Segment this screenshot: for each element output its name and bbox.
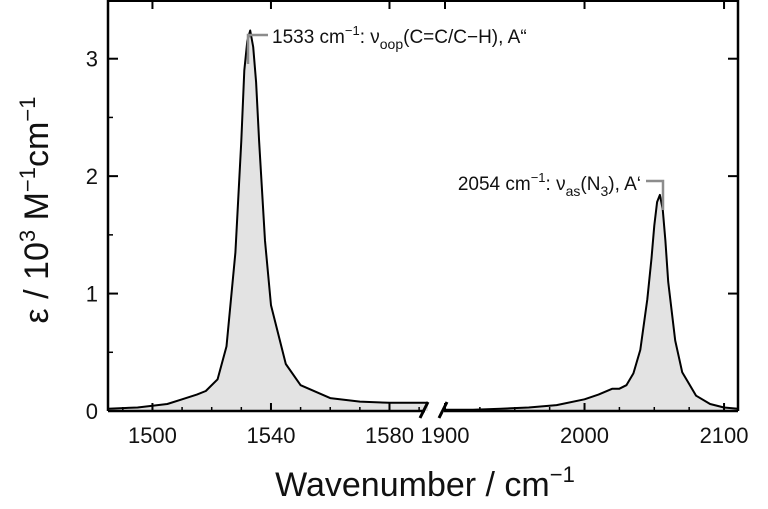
annotation-1533: 1533 cm−1: νoop(C=C/C−H), A“ [272,23,527,52]
x-tick-label: 1500 [128,423,177,448]
y-tick-label: 3 [86,47,98,72]
plot-frame [106,0,740,419]
annotation-leader-1533 [246,33,268,64]
annotation-2054: 2054 cm−1: νas(N3), A‘ [458,170,641,199]
x-tick-label: 2000 [560,423,609,448]
spectrum-line-segment-2 [445,193,739,411]
x-tick-label: 2100 [700,423,749,448]
x-tick-label: 1540 [246,423,295,448]
x-ticks: 1500 1540 1580 1900 2000 2100 [122,1,749,448]
y-tick-label: 2 [86,164,98,189]
y-ticks: 0 1 2 3 [86,47,738,424]
y-tick-label: 0 [86,399,98,424]
spectrum-area-segment-2 [445,194,738,411]
absorption-areas [108,30,738,411]
spectrum-area-segment-1 [108,30,428,411]
y-tick-label: 1 [86,282,98,307]
annotation-leader-2054 [646,179,665,210]
x-axis-label: Wavenumber / cm−1 [275,462,575,504]
x-tick-label: 1580 [365,423,414,448]
y-axis-label: ε / 103 M−1cm−1 [15,97,56,324]
x-tick-label: 1900 [421,423,470,448]
